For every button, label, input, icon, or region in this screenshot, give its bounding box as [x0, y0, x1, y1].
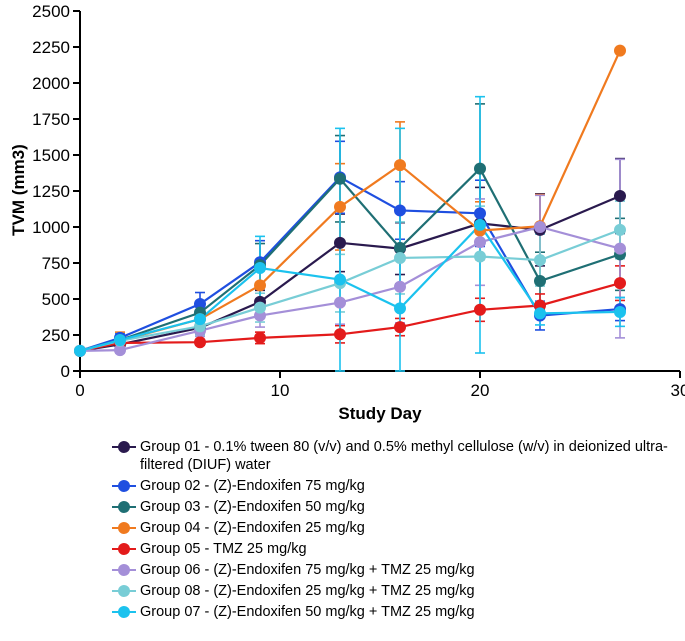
data-point — [254, 262, 266, 275]
series-points — [74, 44, 626, 357]
x-tick-label: 20 — [471, 381, 490, 400]
data-point — [394, 302, 406, 315]
data-point — [394, 251, 406, 264]
x-tick-label: 10 — [271, 381, 290, 400]
legend-label: Group 03 - (Z)-Endoxifen 50 mg/kg — [140, 499, 365, 515]
data-point — [334, 328, 346, 341]
data-point — [614, 277, 626, 290]
data-point — [474, 207, 486, 220]
data-point — [194, 336, 206, 349]
legend-label: Group 05 - TMZ 25 mg/kg — [140, 541, 307, 557]
legend: Group 01 - 0.1% tween 80 (v/v) and 0.5% … — [112, 438, 682, 624]
data-point — [474, 303, 486, 316]
y-tick-label: 500 — [42, 290, 70, 309]
data-point — [534, 275, 546, 287]
data-point — [334, 273, 346, 286]
data-point — [74, 344, 86, 357]
legend-label: Group 06 - (Z)-Endoxifen 75 mg/kg + TMZ … — [140, 562, 475, 578]
data-point — [334, 296, 346, 309]
data-point — [474, 236, 486, 249]
y-tick-label: 1750 — [32, 110, 70, 129]
legend-item: Group 06 - (Z)-Endoxifen 75 mg/kg + TMZ … — [112, 561, 682, 579]
data-point — [474, 218, 486, 231]
data-point — [394, 241, 406, 254]
legend-marker — [112, 498, 140, 516]
data-point — [614, 305, 626, 318]
data-point — [334, 200, 346, 213]
legend-label: Group 04 - (Z)-Endoxifen 25 mg/kg — [140, 520, 365, 536]
y-tick-label: 750 — [42, 254, 70, 273]
chart: 0 250 500 750 1000 1250 1500 1750 2000 2250 2500 0 1… — [9, 2, 685, 423]
y-tick-label: 1250 — [32, 182, 70, 201]
legend-label: Group 02 - (Z)-Endoxifen 75 mg/kg — [140, 478, 365, 494]
data-point — [474, 162, 486, 175]
data-point — [254, 279, 266, 292]
legend-label: Group 01 - 0.1% tween 80 (v/v) and 0.5% … — [140, 439, 668, 473]
x-tick-label: 0 — [75, 381, 84, 400]
legend-item: Group 08 - (Z)-Endoxifen 25 mg/kg + TMZ … — [112, 582, 682, 600]
data-point — [394, 159, 406, 172]
legend-label: Group 08 - (Z)-Endoxifen 25 mg/kg + TMZ … — [140, 583, 475, 599]
data-point — [394, 280, 406, 293]
data-point — [534, 254, 546, 267]
y-tick-label: 1000 — [32, 218, 70, 237]
legend-item: Group 07 - (Z)-Endoxifen 50 mg/kg + TMZ … — [112, 603, 682, 621]
data-point — [614, 44, 626, 57]
data-point — [394, 321, 406, 334]
legend-item: Group 03 - (Z)-Endoxifen 50 mg/kg — [112, 498, 682, 516]
data-point — [474, 250, 486, 263]
y-tick-label: 250 — [42, 326, 70, 345]
data-point — [114, 334, 126, 347]
legend-item: Group 04 - (Z)-Endoxifen 25 mg/kg — [112, 519, 682, 537]
legend-marker — [112, 582, 140, 600]
legend-marker — [112, 477, 140, 495]
data-point — [614, 190, 626, 203]
legend-marker — [112, 519, 140, 537]
legend-marker — [112, 561, 140, 579]
data-point — [194, 313, 206, 326]
legend-item: Group 02 - (Z)-Endoxifen 75 mg/kg — [112, 477, 682, 495]
data-point — [534, 221, 546, 233]
y-tick-label: 1500 — [32, 146, 70, 165]
legend-marker — [112, 603, 140, 621]
data-point — [114, 344, 126, 357]
legend-item: Group 05 - TMZ 25 mg/kg — [112, 540, 682, 558]
y-tick-label: 0 — [61, 362, 70, 381]
y-axis-label: TVM (mm3) — [9, 144, 28, 236]
axes: 0 250 500 750 1000 1250 1500 1750 2000 2250 2500 0 1… — [32, 2, 685, 400]
data-point — [254, 331, 266, 344]
y-tick-label: 2000 — [32, 74, 70, 93]
y-tick-label: 2500 — [32, 2, 70, 21]
x-tick-label: 30 — [671, 381, 685, 400]
y-tick-label: 2250 — [32, 38, 70, 57]
legend-label: Group 07 - (Z)-Endoxifen 50 mg/kg + TMZ … — [140, 604, 475, 620]
data-point — [394, 204, 406, 217]
legend-marker — [112, 540, 140, 558]
series-line — [79, 195, 621, 352]
legend-item: Group 01 - 0.1% tween 80 (v/v) and 0.5% … — [112, 438, 682, 474]
x-axis-label: Study Day — [338, 404, 422, 423]
data-point — [254, 301, 266, 314]
data-point — [334, 236, 346, 249]
data-point — [194, 298, 206, 311]
data-point — [534, 307, 546, 320]
data-point — [614, 223, 626, 236]
data-point — [614, 242, 626, 255]
legend-marker — [112, 438, 140, 456]
data-point — [334, 172, 346, 185]
